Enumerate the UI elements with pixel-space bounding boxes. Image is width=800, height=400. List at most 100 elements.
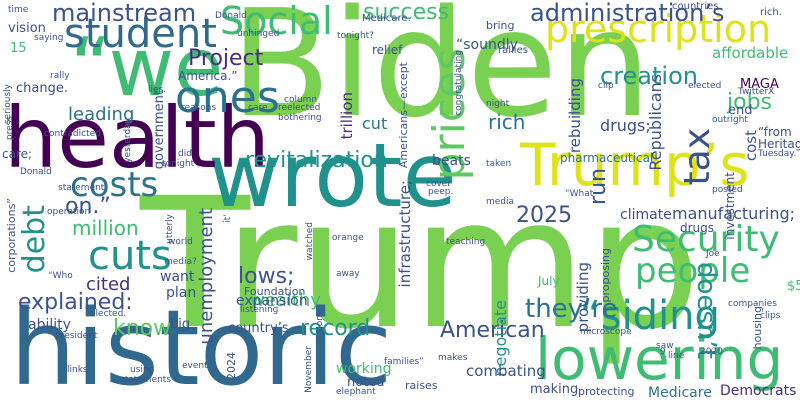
word-cut: cut: [362, 114, 388, 133]
word-listening: listening: [240, 305, 279, 315]
word-doesnt: doesn’t: [691, 262, 721, 359]
word-soundly: “soundly: [456, 37, 518, 53]
word-explained: explained:: [18, 290, 133, 315]
word-wrote: wrote: [208, 124, 457, 227]
word-rebuilding: rebuilding: [566, 78, 584, 154]
word-care: care: [248, 103, 268, 113]
word-drugs: drugs: [680, 221, 715, 235]
word-unhinged: unhinged: [237, 29, 280, 39]
word-who: “Who: [48, 271, 73, 281]
word-manufacturing: manufacturing;: [672, 204, 796, 223]
word-microscope: microscope: [580, 327, 632, 337]
word-15: 15: [10, 41, 27, 56]
word-protecting: protecting: [578, 385, 635, 398]
word-rally: rally: [50, 71, 70, 81]
word-cuts: cuts: [88, 233, 172, 279]
word-elephant: elephant: [336, 387, 376, 397]
word-makes: makes: [438, 353, 468, 363]
word-ones: ones: [175, 72, 280, 123]
word-making: making: [530, 382, 579, 397]
word-trumps: Trump’s: [520, 131, 750, 199]
word-we: “we: [70, 21, 224, 114]
word-orange: orange: [332, 233, 364, 243]
word-plan: plan: [166, 285, 197, 301]
word-tuesday: Tuesday.: [758, 149, 797, 159]
word-operation: operation: [47, 207, 91, 217]
word-night: night: [486, 99, 510, 109]
word-tonight-q: tonight?: [337, 31, 374, 41]
word-success: success: [363, 0, 450, 25]
word-did: did: [178, 149, 192, 159]
word-security: Security: [632, 219, 780, 260]
word-posted: posted: [712, 185, 743, 195]
word-million: million: [72, 216, 139, 240]
word-contradicted: contradicted: [44, 129, 101, 139]
word-donald: Donald: [215, 11, 247, 21]
word-mainstream: mainstream: [52, 0, 197, 27]
word-watched: watched: [305, 222, 315, 261]
word-beats: beats: [432, 153, 471, 169]
word-want: want: [160, 269, 195, 285]
word-on: on.”: [65, 194, 111, 219]
word-companies: companies: [728, 299, 777, 309]
word-elected-dot: elected.: [90, 309, 127, 319]
word-trillion: trillion: [338, 92, 356, 140]
word-combating: combating: [466, 362, 546, 380]
word-social: Social: [220, 0, 333, 43]
word-noted: noted: [347, 375, 385, 390]
word-clips: clips: [760, 311, 781, 321]
word-cost: cost: [742, 130, 760, 162]
word-july: July: [538, 274, 560, 288]
word-lowering: lowering: [535, 325, 784, 393]
word-world: world: [168, 237, 193, 247]
word-press: press: [5, 116, 15, 141]
word-care-semi: care;: [2, 147, 33, 161]
word-saw: saw: [656, 341, 674, 351]
word-countries: countries.: [672, 1, 722, 12]
word-revitalization: revitalization: [245, 148, 388, 173]
word-media-q: media?: [164, 257, 197, 267]
word-providing: providing: [574, 262, 592, 333]
word-health: health: [4, 89, 270, 187]
word-unemployment: unemployment: [196, 208, 217, 345]
word-yesterday: yesterday: [123, 118, 133, 163]
word-rich-dot: rich.: [760, 7, 782, 18]
word-change: change.: [16, 81, 68, 96]
word-bothering: bothering: [278, 113, 322, 123]
word-cited: cited: [86, 274, 131, 295]
word-democrats: Democrats: [720, 383, 797, 399]
word-november: November: [304, 346, 314, 393]
word-time: time: [8, 5, 29, 15]
word-statements: statements: [120, 375, 172, 385]
word-record: record: [300, 316, 371, 341]
word-corporations: corporations”: [5, 198, 18, 273]
word-tax: tax: [677, 128, 718, 186]
word-elected: elected: [688, 81, 722, 91]
word-american: American: [440, 318, 545, 343]
word-2025: 2025: [516, 203, 572, 228]
word-infrastructure: infrastructure;: [396, 180, 414, 288]
word-2024: 2024: [225, 352, 238, 380]
word-5: $5: [787, 279, 800, 294]
word-end: end: [728, 103, 753, 118]
word-from: “from: [758, 125, 792, 139]
word-run: run: [586, 168, 611, 205]
word-lies: lies.: [148, 85, 167, 95]
word-government: government: [152, 90, 167, 170]
word-biden: Biden: [230, 0, 652, 150]
word-rallies: rallies: [498, 45, 528, 56]
word-relief: relief: [372, 43, 403, 57]
word-media: media: [486, 197, 515, 207]
word-siding: “siding: [580, 293, 720, 339]
word-statement: statement: [58, 183, 105, 193]
word-it: it’: [223, 214, 233, 223]
word-countrys: country’s: [228, 321, 289, 336]
word-heritage: Heritage: [758, 137, 800, 151]
word-jobs: jobs: [727, 90, 772, 115]
word-what: “What: [565, 189, 594, 199]
word-medicare: Medicare: [648, 385, 712, 400]
word-donald-2: Donald: [20, 167, 52, 177]
word-medicare-dot: Medicare.: [362, 13, 411, 24]
word-joe: Joe: [706, 249, 720, 259]
